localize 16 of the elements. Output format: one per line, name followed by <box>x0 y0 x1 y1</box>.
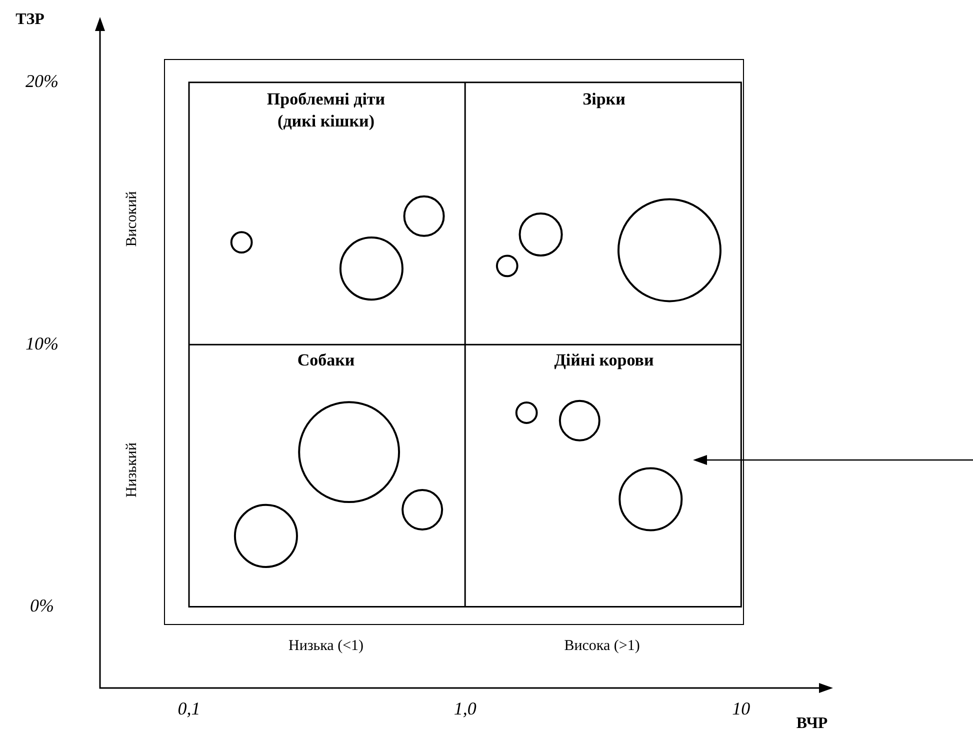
annotation: Зірки <box>582 89 626 108</box>
x-axis-title: ВЧР <box>796 715 828 732</box>
y-tick-label: 20% <box>26 71 58 92</box>
annotation: Низька (<1) <box>288 638 364 654</box>
y-axis-title: ТЗР <box>16 11 45 28</box>
annotation: Проблемні діти (дикі кішки) <box>266 89 386 130</box>
x-tick-label: 0,1 <box>178 698 200 719</box>
annotation: Дійні корови <box>554 350 654 370</box>
annotation: Висока (>1) <box>564 638 640 654</box>
y-tick-label: 10% <box>26 333 58 354</box>
annotation: Собаки <box>297 350 355 370</box>
x-tick-label: 1,0 <box>454 698 476 719</box>
annotation: Низький <box>124 442 140 498</box>
x-tick-label: 10 <box>732 698 750 719</box>
annotation: Високий <box>124 191 140 247</box>
y-tick-label: 0% <box>30 595 54 616</box>
